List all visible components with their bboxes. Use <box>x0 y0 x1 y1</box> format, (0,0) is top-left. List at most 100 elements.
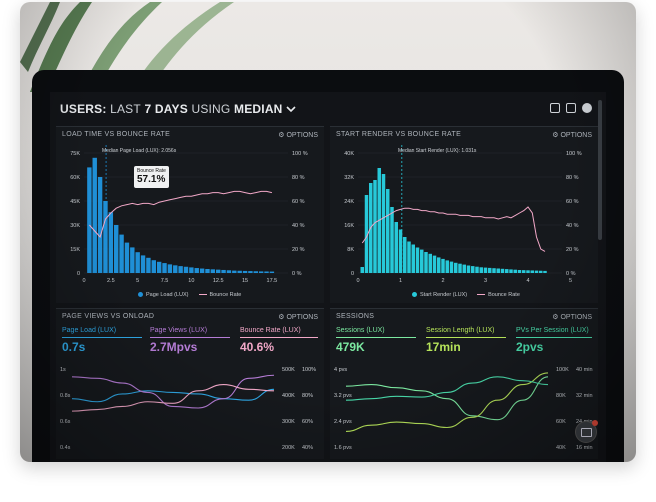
y2-tick-label: 100 % <box>566 151 582 157</box>
bar <box>479 267 483 273</box>
median-annotation: Median Page Load (LUX): 2.056s <box>102 148 177 154</box>
y3-tick-label: 32 min <box>576 393 593 399</box>
options-button[interactable]: ⚙ OPTIONS <box>278 314 318 321</box>
bar <box>242 270 248 273</box>
y2-tick-label: 60 % <box>566 199 579 205</box>
bar <box>458 263 462 273</box>
bar <box>530 270 534 273</box>
options-button[interactable]: ⚙ OPTIONS <box>278 132 318 139</box>
y3-tick-label: 40 min <box>576 367 593 373</box>
bar <box>87 167 92 273</box>
chart-legend: Start Render (LUX) Bounce Rate <box>412 292 520 298</box>
bar <box>216 269 221 273</box>
bar <box>517 270 522 273</box>
bar <box>167 264 173 273</box>
chevron-down-icon[interactable] <box>286 106 296 113</box>
bar <box>232 270 237 273</box>
panel-start-render: START RENDER VS BOUNCE RATE ⚙ OPTIONS 40… <box>330 126 598 303</box>
bar <box>428 253 432 273</box>
y2-tick-label: 80K <box>556 393 566 399</box>
bar <box>248 271 253 273</box>
y2-tick-label: 60 % <box>292 199 305 205</box>
bar <box>221 269 226 273</box>
bar <box>505 269 509 273</box>
dashboard-title[interactable]: USERS: LAST 7 DAYS USING MEDIAN <box>60 102 296 116</box>
bar <box>162 263 167 273</box>
bar <box>210 269 216 273</box>
external-link-icon[interactable] <box>566 103 576 113</box>
bar <box>189 267 194 273</box>
bar <box>119 234 124 273</box>
y-tick-label: 4 pvs <box>334 367 347 373</box>
panel-title: PAGE VIEWS VS ONLOAD <box>62 313 155 320</box>
monitor-icon[interactable] <box>550 103 560 113</box>
scrollbar[interactable] <box>598 100 602 240</box>
bar <box>178 266 183 273</box>
x-tick-label: 1 <box>399 278 402 284</box>
bar <box>97 177 103 273</box>
tooltip-label: Bounce Rate <box>137 168 166 174</box>
legend-page-load[interactable]: Page Load (LUX) <box>138 292 189 298</box>
series-line <box>71 384 275 412</box>
y2-tick-label: 100K <box>556 367 569 373</box>
legend-start-render[interactable]: Start Render (LUX) <box>412 292 467 298</box>
options-button[interactable]: ⚙ OPTIONS <box>552 314 592 321</box>
bar <box>130 247 135 273</box>
y-tick-label: 0 <box>351 271 354 277</box>
bar <box>509 269 513 273</box>
photo-frame: USERS: LAST 7 DAYS USING MEDIAN LOAD TIM… <box>20 2 636 462</box>
y-tick-label: 0.6s <box>60 419 71 425</box>
bar <box>194 268 199 273</box>
metric-label-sessions: Sessions (LUX) <box>336 327 385 334</box>
title-prefix: USERS: <box>60 102 107 116</box>
chart-legend: Page Load (LUX) Bounce Rate <box>138 292 241 298</box>
bar <box>237 270 242 273</box>
bar <box>411 244 415 273</box>
bar <box>466 265 471 273</box>
bar <box>103 201 108 273</box>
options-button[interactable]: ⚙ OPTIONS <box>552 132 592 139</box>
y-tick-label: 60K <box>70 175 80 181</box>
bar <box>199 268 205 273</box>
chat-widget-button[interactable] <box>575 420 598 443</box>
y-tick-label: 24K <box>344 199 354 205</box>
bar <box>364 195 369 273</box>
bar <box>390 207 394 273</box>
metric-value-bounce-rate: 40.6% <box>240 340 275 354</box>
help-icon[interactable] <box>582 103 592 113</box>
bar <box>386 189 390 273</box>
x-tick-label: 0 <box>356 278 359 284</box>
x-tick-label: 5 <box>569 278 572 284</box>
y2-tick-label: 40K <box>556 445 566 451</box>
bar <box>360 267 364 273</box>
median-annotation: Median Start Render (LUX): 1.031s <box>398 148 477 154</box>
chat-icon <box>581 428 592 437</box>
legend-bounce-rate[interactable]: Bounce Rate <box>198 292 241 298</box>
bar <box>146 257 151 273</box>
bar <box>496 268 500 273</box>
bar <box>534 270 539 273</box>
y2-tick-label: 0 % <box>566 271 576 277</box>
x-tick-label: 4 <box>526 278 529 284</box>
bar <box>445 260 449 273</box>
y2-tick-label: 400K <box>282 393 295 399</box>
series-line <box>71 388 275 403</box>
tooltip-value: 57.1% <box>137 174 166 185</box>
legend-bounce-rate[interactable]: Bounce Rate <box>477 292 520 298</box>
metric-label-pvs-per-session: PVs Per Session (LUX) <box>516 327 589 334</box>
bar <box>526 270 530 273</box>
y3-tick-label: 16 min <box>576 445 593 451</box>
panel-title: LOAD TIME VS BOUNCE RATE <box>62 131 171 138</box>
bar <box>437 257 441 273</box>
bar <box>492 268 496 273</box>
x-tick-label: 2.5 <box>107 278 115 284</box>
notification-badge <box>592 420 598 426</box>
bar <box>483 267 488 273</box>
x-tick-label: 2 <box>441 278 444 284</box>
sessions-chart: 4 pvs 3.2 pvs 2.4 pvs 1.6 pvs 100K 80K 60K 40K 4… <box>334 367 593 451</box>
bar <box>449 261 454 273</box>
y2-tick-label: 200K <box>282 445 295 451</box>
y2-tick-label: 500K <box>282 367 295 373</box>
panel-load-time: LOAD TIME VS BOUNCE RATE ⚙ OPTIONS 75K 60… <box>56 126 324 303</box>
metric-value-sessions: 479K <box>336 340 365 354</box>
